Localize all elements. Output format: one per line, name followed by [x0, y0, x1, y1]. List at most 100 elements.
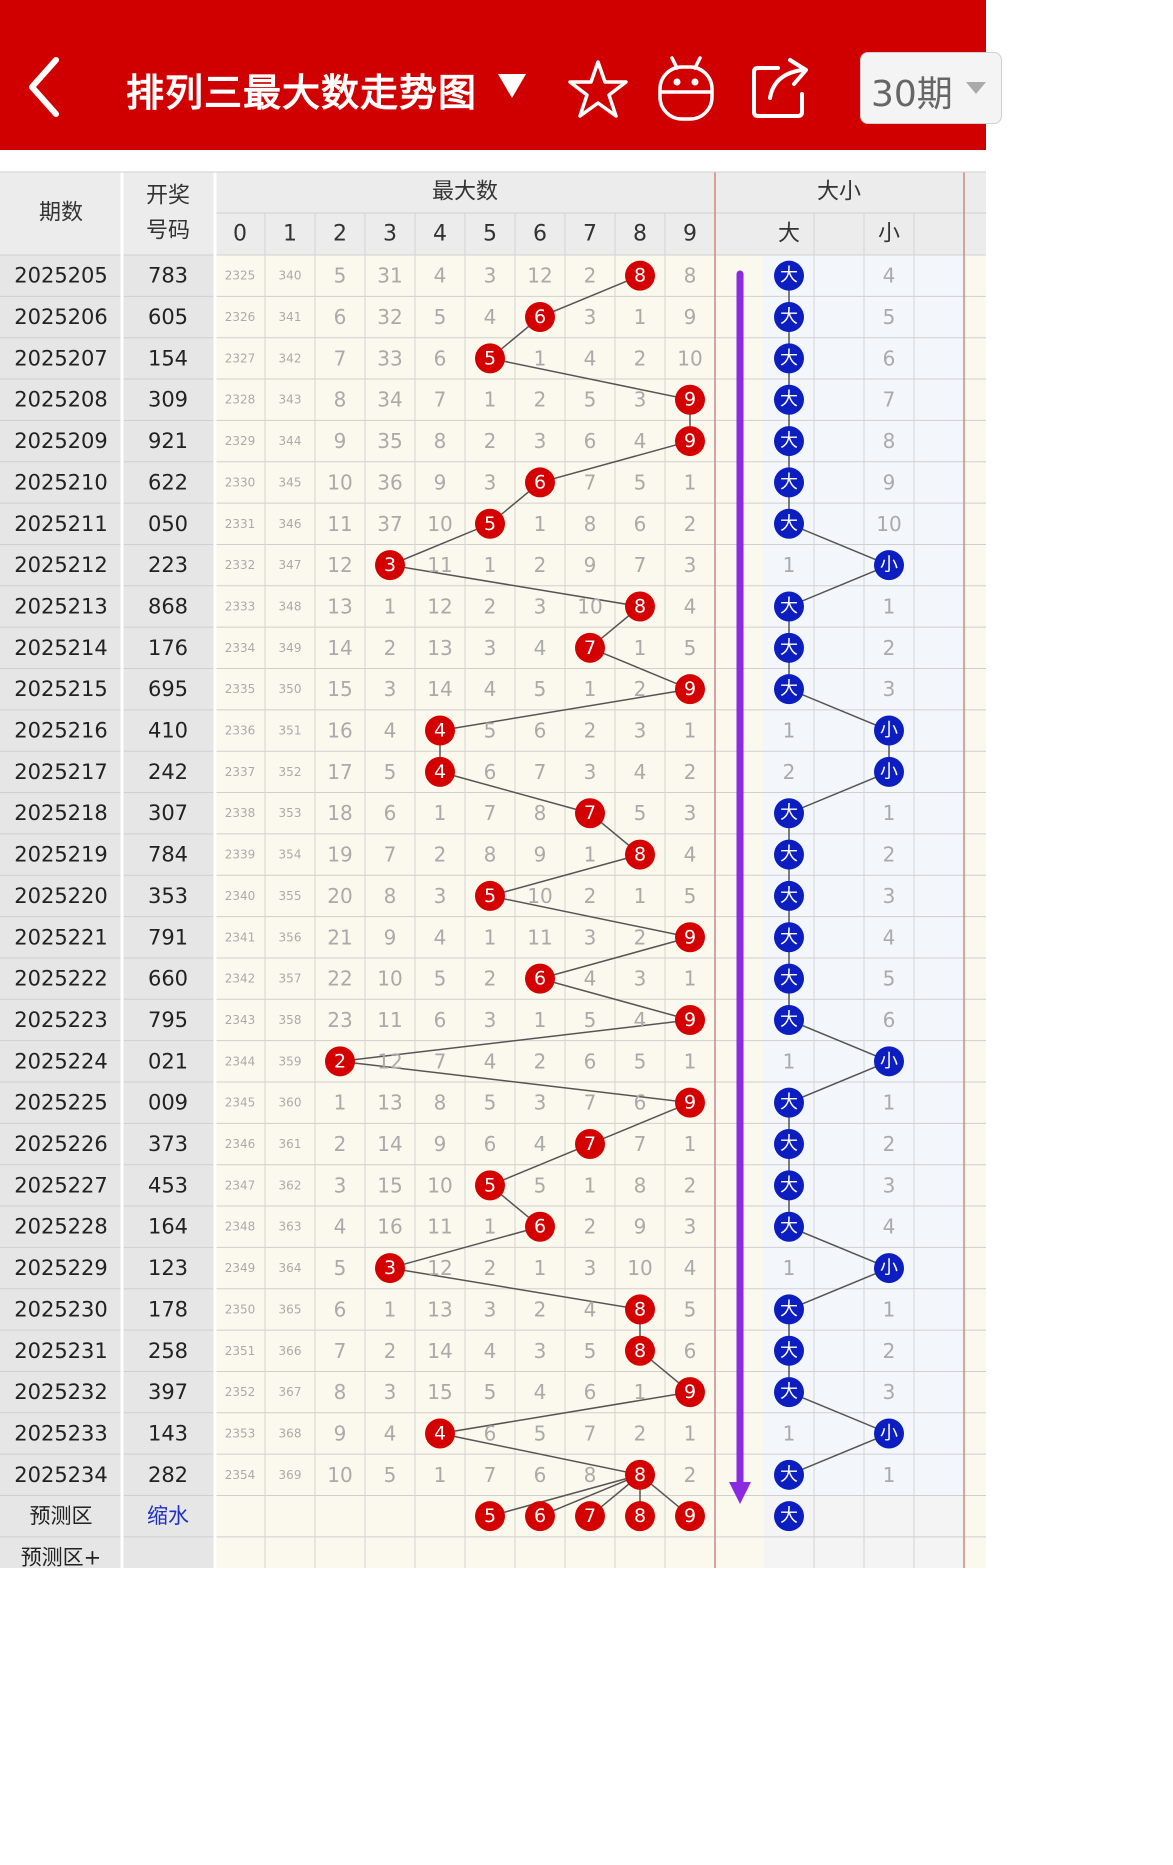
- omission-number: 3: [584, 1256, 597, 1280]
- period-cell: 2025223: [14, 1008, 108, 1032]
- size-ball-label: 大: [780, 1092, 798, 1113]
- back-arrow-icon[interactable]: [22, 52, 72, 122]
- size-ball: [774, 963, 804, 994]
- omission-number: 2: [634, 677, 647, 701]
- omission-number: 4: [534, 636, 547, 660]
- omission-number: 5: [484, 1091, 497, 1115]
- omission-number: 4: [484, 1049, 497, 1073]
- omission-number: 5: [384, 760, 397, 784]
- caret-down-icon[interactable]: [496, 72, 528, 100]
- omission-number: 3: [484, 264, 497, 288]
- size-ball-label: 小: [880, 1423, 898, 1444]
- shrink-link[interactable]: 缩水: [147, 1504, 189, 1528]
- omission-number: 22: [327, 967, 352, 991]
- size-ball-label: 大: [780, 513, 798, 534]
- digit-header: 2: [333, 222, 347, 247]
- omission-number: 349: [279, 641, 302, 655]
- page-title[interactable]: 排列三最大数走势图: [126, 71, 478, 115]
- omission-number: 5: [334, 1256, 347, 1280]
- omission-number: 366: [279, 1344, 302, 1358]
- omission-number: 2: [384, 1339, 397, 1363]
- prediction-ball[interactable]: [625, 1501, 655, 1532]
- prediction-ball[interactable]: [575, 1501, 605, 1532]
- omission-number: 361: [279, 1137, 302, 1151]
- prediction-ball-number: 6: [534, 1505, 546, 1527]
- omission-number: 1: [584, 1173, 597, 1197]
- omission-number: 4: [584, 967, 597, 991]
- omission-number: 3: [534, 594, 547, 618]
- omission-number: 8: [634, 1173, 647, 1197]
- omission-number: 5: [434, 967, 447, 991]
- omission-number: 10: [327, 470, 352, 494]
- omission-number: 2344: [225, 1054, 256, 1068]
- period-cell: 2025218: [14, 801, 108, 825]
- draw-number-cell: 783: [148, 264, 188, 288]
- period-cell: 2025225: [14, 1091, 108, 1115]
- android-robot-icon[interactable]: [654, 54, 718, 122]
- size-ball: [774, 839, 804, 870]
- hit-ball: [575, 632, 605, 663]
- omission-number: 20: [327, 884, 352, 908]
- omission-number: 1: [634, 1380, 647, 1404]
- digit-header: 8: [633, 222, 647, 247]
- omission-number: 5: [534, 1421, 547, 1445]
- prediction-ball[interactable]: [675, 1501, 705, 1532]
- omission-number: 2: [634, 346, 647, 370]
- omission-number: 344: [279, 434, 302, 448]
- omission-number: 341: [279, 310, 302, 324]
- omission-number: 6: [334, 305, 347, 329]
- size-ball-label: 大: [780, 1175, 798, 1196]
- size-header: 大: [778, 222, 800, 247]
- hit-ball: [675, 1377, 705, 1408]
- omission-number: 2333: [225, 599, 256, 613]
- prediction-ball[interactable]: [525, 1501, 555, 1532]
- hit-ball-number: 2: [334, 1050, 346, 1072]
- period-cell: 2025234: [14, 1463, 108, 1487]
- omission-number: 4: [684, 1256, 697, 1280]
- omission-number: 2341: [225, 930, 256, 944]
- omission-number: 1: [634, 636, 647, 660]
- size-ball-label: 大: [780, 389, 798, 410]
- omission-number: 2349: [225, 1261, 256, 1275]
- omission-number: 7: [434, 1049, 447, 1073]
- omission-number: 2335: [225, 682, 256, 696]
- omission-number: 2342: [225, 972, 256, 986]
- omission-number: 9: [334, 1421, 347, 1445]
- omission-number: 367: [279, 1385, 302, 1399]
- size-ball: [874, 550, 904, 581]
- share-icon[interactable]: [748, 54, 812, 122]
- prediction-ball-number: 8: [634, 1505, 646, 1527]
- period-select[interactable]: 30期: [860, 52, 1002, 124]
- period-cell: 2025231: [14, 1339, 108, 1363]
- size-ball-label: 大: [780, 844, 798, 865]
- prediction-size-ball[interactable]: [774, 1501, 804, 1532]
- size-ball: [774, 260, 804, 291]
- omission-number: 2350: [225, 1302, 256, 1316]
- period-cell: 2025233: [14, 1421, 108, 1445]
- period-cell: 2025219: [14, 843, 108, 867]
- omission-number: 7: [484, 1463, 497, 1487]
- omission-number: 2351: [225, 1344, 256, 1358]
- omission-number: 5: [684, 636, 697, 660]
- size-ball: [774, 591, 804, 622]
- star-icon[interactable]: [566, 54, 630, 122]
- omission-number: 8: [684, 264, 697, 288]
- omission-number: 11: [427, 1215, 452, 1239]
- hit-ball: [625, 260, 655, 291]
- omission-number: 15: [427, 1380, 452, 1404]
- hit-ball-number: 9: [684, 1381, 696, 1403]
- omission-number: 34: [377, 388, 402, 412]
- omission-number: 1: [334, 1091, 347, 1115]
- omission-number: 3: [584, 305, 597, 329]
- omission-number: 3: [384, 1380, 397, 1404]
- period-cell: 2025222: [14, 967, 108, 991]
- omission-number: 3: [534, 1091, 547, 1115]
- omission-number: 14: [327, 636, 352, 660]
- omission-number: 3: [634, 719, 647, 743]
- prediction-ball[interactable]: [475, 1501, 505, 1532]
- hit-ball: [475, 343, 505, 374]
- hit-ball: [675, 1004, 705, 1035]
- omission-number: 16: [377, 1215, 402, 1239]
- omission-number: 2328: [225, 393, 256, 407]
- omission-number: 6: [434, 346, 447, 370]
